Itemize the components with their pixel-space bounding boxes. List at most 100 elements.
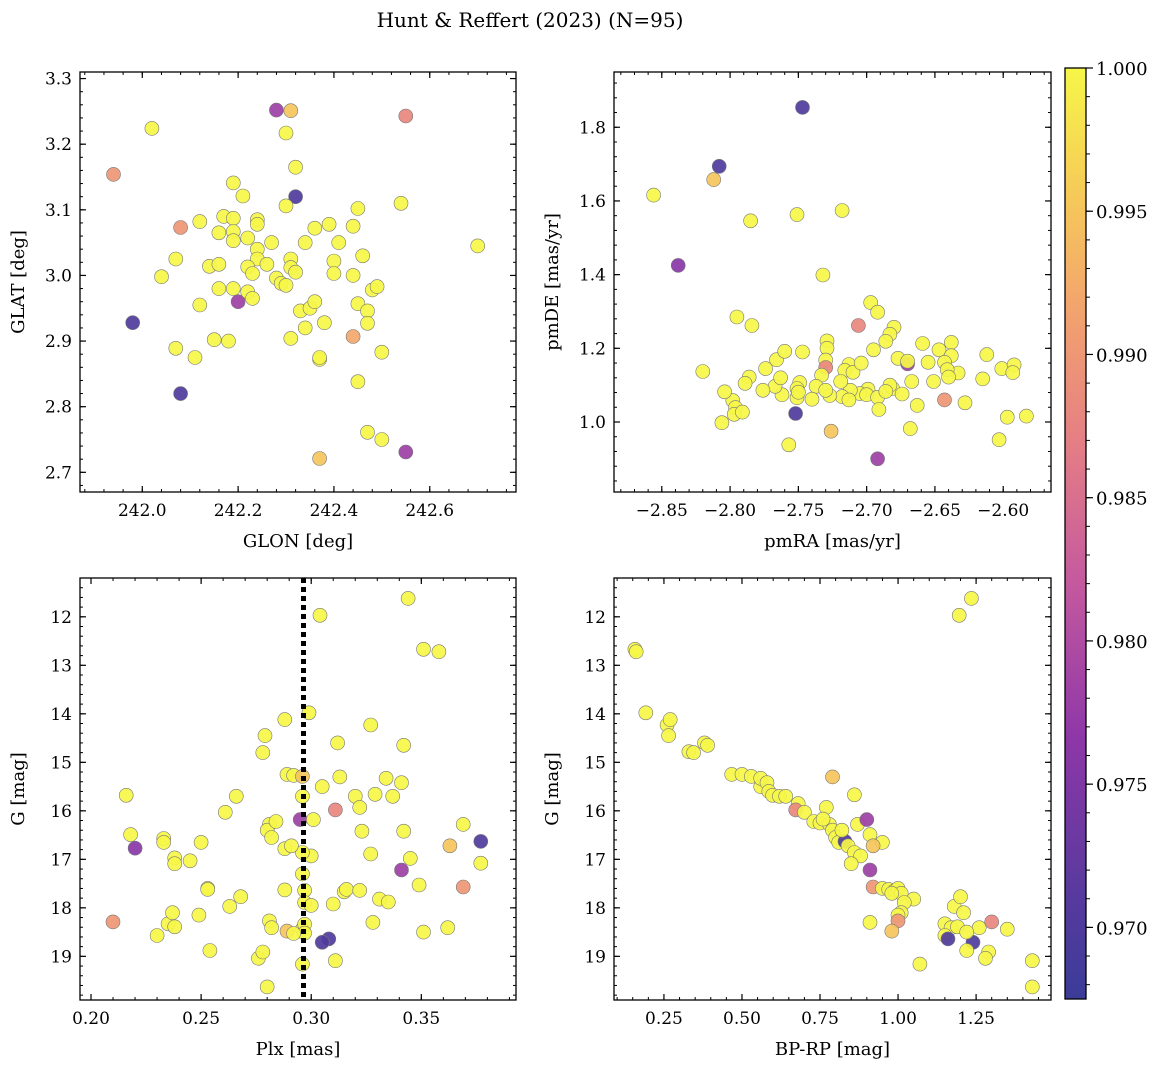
- scatter-point: [1025, 953, 1040, 969]
- scatter-point: [758, 361, 773, 376]
- scatter-point: [328, 953, 343, 969]
- scatter-point: [402, 851, 418, 866]
- scatter-point: [288, 189, 303, 204]
- scatter-point: [884, 885, 900, 901]
- x-axis-label: GLON [deg]: [243, 531, 353, 552]
- scatter-point: [904, 374, 920, 389]
- y-tick-label: 12: [50, 608, 72, 628]
- scatter-point: [360, 315, 375, 331]
- scatter-point: [777, 343, 793, 359]
- scatter-point: [979, 347, 995, 362]
- plot-frame: [79, 71, 517, 493]
- scatter-point: [360, 303, 375, 319]
- scatter-point: [374, 344, 390, 360]
- scatter-point: [470, 238, 486, 254]
- scatter-point: [991, 432, 1007, 448]
- scatter-point: [959, 924, 975, 940]
- scatter-point: [314, 934, 330, 950]
- x-tick-label: −2.60: [977, 501, 1029, 521]
- colorbar-tick-label: 0.985: [1096, 489, 1148, 510]
- scatter-point: [744, 318, 760, 333]
- scatter-point: [154, 269, 169, 285]
- x-tick-label: −2.80: [704, 501, 756, 521]
- scatter-point: [229, 788, 244, 804]
- y-tick-label: 1.4: [579, 266, 606, 286]
- scatter-point: [230, 294, 246, 310]
- scatter-point: [118, 787, 134, 803]
- scatter-point: [646, 187, 661, 203]
- scatter-point: [700, 737, 715, 753]
- scatter-point: [833, 374, 849, 389]
- scatter-point: [255, 944, 271, 960]
- scatter-point: [192, 214, 208, 229]
- colorbar-tick-label: 0.980: [1096, 632, 1148, 653]
- scatter-point: [788, 406, 803, 421]
- y-tick-label: 14: [50, 705, 72, 725]
- scatter-point: [714, 415, 730, 431]
- scatter-point: [815, 267, 831, 283]
- scatter-point: [200, 882, 215, 897]
- scatter-point: [385, 788, 401, 804]
- scatter-point: [686, 745, 701, 760]
- scatter-point: [283, 331, 299, 346]
- scatter-point: [173, 386, 188, 401]
- scatter-point: [168, 251, 184, 267]
- scatter-point: [352, 800, 368, 815]
- y-tick-label: 1.2: [579, 339, 606, 359]
- scatter-point: [937, 392, 952, 408]
- scatter-point: [975, 371, 991, 387]
- scatter-point: [363, 846, 379, 862]
- scatter-point: [278, 277, 294, 293]
- scatter-point: [277, 712, 293, 727]
- scatter-point: [841, 392, 857, 408]
- scatter-point: [367, 786, 383, 802]
- y-tick-label: 1.0: [579, 413, 606, 433]
- scatter-point: [473, 834, 489, 849]
- scatter-point: [249, 217, 265, 232]
- scatter-point: [286, 926, 301, 941]
- scatter-point: [999, 409, 1015, 425]
- scatter-point: [191, 907, 207, 923]
- scatter-point: [193, 835, 209, 850]
- x-tick-label: −2.65: [909, 501, 961, 521]
- y-tick-label: 14: [584, 705, 606, 725]
- y-axis-label: pmDE [mas/yr]: [542, 213, 563, 351]
- scatter-point: [706, 172, 722, 187]
- scatter-point: [455, 879, 471, 895]
- scatter-point: [331, 235, 347, 250]
- scatter-point: [853, 355, 869, 371]
- scatter-point: [815, 811, 831, 827]
- scatter-point: [345, 329, 361, 344]
- panel-pmra_pmde: −2.85 −2.80 −2.75 −2.70 −2.65 −2.60 1.0 1.2 1.4 1…: [542, 71, 1052, 552]
- scatter-point: [862, 915, 878, 930]
- x-axis-label: BP-RP [mag]: [775, 1039, 890, 1060]
- scatter-point: [297, 235, 313, 250]
- scatter-point: [1019, 408, 1034, 424]
- scatter-point: [795, 100, 810, 115]
- scatter-point: [206, 332, 222, 348]
- scatter-points: [627, 591, 1040, 995]
- scatter-point: [144, 121, 160, 136]
- scatter-point: [473, 855, 489, 871]
- scatter-point: [307, 220, 323, 236]
- scatter-point: [257, 728, 273, 743]
- scatter-point: [729, 309, 745, 325]
- scatter-point: [834, 822, 850, 838]
- x-tick-label: 242.2: [214, 501, 263, 521]
- scatter-point: [226, 175, 241, 191]
- y-tick-label: 1.6: [579, 192, 606, 212]
- y-tick-label: 2.8: [45, 398, 72, 418]
- scatter-point: [360, 424, 375, 440]
- panel-plx_g: 0.20 0.25 0.30 0.35 12 13 14 15 16 17 18 19 Plx [mas…: [8, 577, 517, 1060]
- scatter-point: [350, 374, 366, 390]
- scatter-point: [350, 201, 366, 216]
- scatter-point: [226, 211, 241, 226]
- scatter-point: [951, 607, 967, 623]
- scatter-point: [269, 102, 284, 118]
- x-tick-label: −2.85: [636, 501, 688, 521]
- scatter-point: [878, 384, 894, 399]
- panel-bprp_g: 0.25 0.50 0.75 1.00 1.25 12 13 14 15 16 17 18 19 BP-R…: [542, 577, 1052, 1060]
- x-tick-label: −2.75: [772, 501, 824, 521]
- scatter-point: [628, 644, 644, 660]
- scatter-point: [394, 775, 409, 791]
